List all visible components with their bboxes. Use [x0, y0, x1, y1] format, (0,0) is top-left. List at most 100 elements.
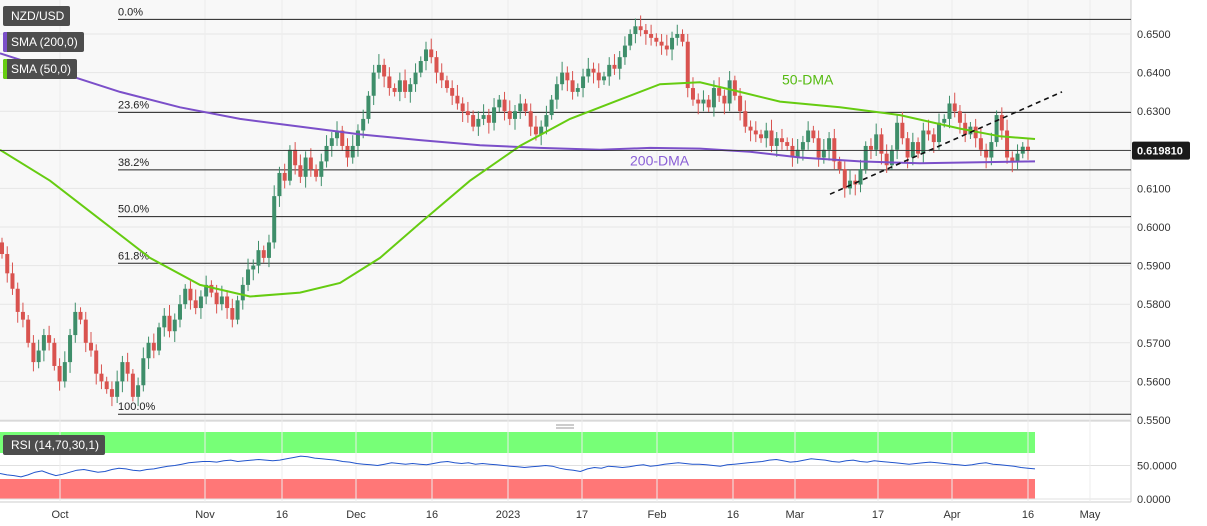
candle-body: [539, 126, 544, 135]
candle: [392, 83, 397, 97]
sma200-annotation: 200-DMA: [630, 152, 690, 168]
candle-body: [99, 373, 104, 382]
sma200-badge[interactable]: SMA (200,0): [3, 32, 84, 52]
candle-body: [800, 142, 805, 150]
candle-body: [994, 115, 999, 143]
candle-body: [151, 342, 156, 351]
candle-body: [324, 145, 329, 162]
candle: [565, 66, 570, 92]
rsi-indicator: [0, 455, 1036, 478]
candle: [680, 29, 685, 47]
rsi-tick-label: 50.0000: [1137, 461, 1177, 473]
candle-body: [10, 273, 15, 289]
candle: [450, 80, 455, 106]
time-tick-label: 17: [576, 509, 588, 521]
pane-resize-handle[interactable]: [556, 424, 574, 429]
candle-body: [858, 169, 863, 185]
candle: [256, 240, 261, 274]
candle: [790, 138, 795, 167]
candle-body: [748, 126, 753, 131]
candle-body: [225, 296, 230, 309]
candle: [20, 302, 25, 328]
candle-body: [319, 161, 324, 177]
time-tick-label: Apr: [943, 509, 960, 521]
candle: [921, 122, 926, 163]
candle-body: [581, 76, 586, 89]
price-tick-label: 0.6000: [1137, 222, 1171, 234]
candle-body: [293, 149, 298, 166]
candle: [47, 325, 52, 351]
candle-body: [146, 342, 151, 359]
candle: [177, 294, 182, 328]
candle: [816, 130, 821, 167]
rsi-badge[interactable]: RSI (14,70,30,1): [3, 435, 106, 455]
candle-body: [41, 335, 46, 351]
candle-body: [52, 342, 57, 366]
candle: [649, 24, 654, 46]
candle-body: [533, 126, 538, 135]
candle: [397, 72, 402, 102]
candle-body: [230, 308, 235, 320]
candle: [26, 315, 31, 348]
candle-body: [31, 342, 36, 363]
candle: [1015, 144, 1020, 170]
candle: [277, 166, 282, 207]
sma50-badge[interactable]: SMA (50,0): [3, 59, 78, 79]
time-tick-label: 16: [727, 509, 739, 521]
candle: [41, 328, 46, 362]
candle: [94, 344, 99, 385]
candle-body: [554, 84, 559, 100]
candle: [355, 124, 360, 157]
candle: [31, 335, 36, 372]
candle: [748, 120, 753, 142]
candle-body: [690, 88, 695, 100]
candle: [586, 57, 591, 83]
candle: [486, 108, 491, 134]
candle: [937, 113, 942, 150]
candle: [952, 92, 957, 118]
candle: [439, 63, 444, 89]
candle-body: [670, 37, 675, 50]
candle-body: [387, 76, 392, 89]
candle-body: [575, 88, 580, 92]
candle-body: [905, 138, 910, 158]
candle: [319, 153, 324, 187]
candle: [465, 101, 470, 123]
time-tick-label: Nov: [195, 509, 215, 521]
time-tick-label: May: [1080, 509, 1101, 521]
candle-body: [942, 118, 947, 123]
candle-body: [711, 88, 716, 108]
candle-body: [931, 134, 936, 143]
candle-body: [272, 196, 277, 243]
candle-body: [874, 134, 879, 150]
candle: [779, 128, 784, 150]
candle: [115, 370, 120, 404]
candle-body: [999, 115, 1004, 131]
fib-label: 0.0%: [118, 6, 143, 18]
price-tick-label: 0.5800: [1137, 299, 1171, 311]
candle: [172, 313, 177, 343]
candle-body: [424, 49, 429, 62]
candle-body: [481, 115, 486, 119]
candle-body: [816, 138, 821, 158]
candle: [659, 34, 664, 55]
candle-body: [685, 41, 690, 89]
rsi-label: RSI (14,70,30,1): [11, 438, 100, 452]
candle-body: [868, 145, 873, 150]
candle-body: [282, 172, 287, 181]
candle: [858, 159, 863, 193]
candle-body: [978, 138, 983, 150]
candle-body: [1026, 146, 1030, 151]
symbol-label: NZD/USD: [11, 9, 65, 23]
candle: [204, 275, 209, 305]
candle-body: [120, 362, 125, 382]
candle: [235, 295, 240, 325]
candle: [52, 338, 57, 371]
candle: [999, 107, 1004, 140]
sma50-label: SMA (50,0): [11, 62, 72, 76]
candle-body: [507, 111, 512, 119]
candle: [287, 145, 292, 186]
candle: [717, 77, 722, 102]
symbol-badge[interactable]: NZD/USD: [3, 6, 71, 26]
candle: [403, 69, 408, 99]
